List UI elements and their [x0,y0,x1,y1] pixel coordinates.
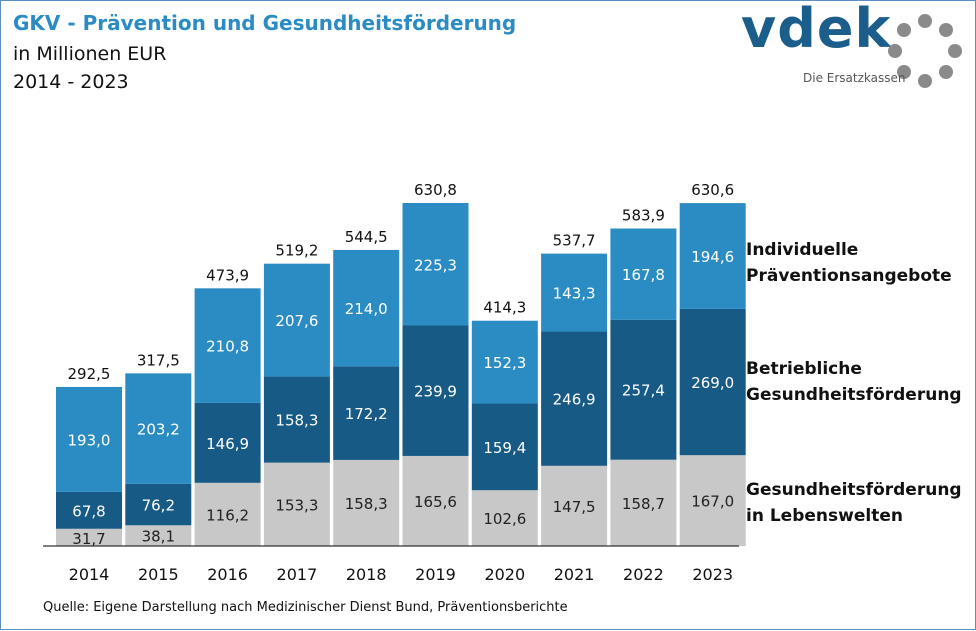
bar-segment-2 [679,203,746,309]
total-value-label: 583,9 [622,207,665,225]
bar-segment-1 [194,402,261,483]
bar-segment-2 [402,203,469,326]
segment-value-label: 147,5 [553,498,596,516]
legend-betriebliche: Betriebliche Gesundheitsförderung [746,359,962,405]
segment-value-label: 146,9 [206,435,249,453]
bar-segment-2 [471,320,538,404]
bar-segment-0 [541,465,608,546]
bar-segment-1 [402,325,469,456]
segment-value-label: 102,6 [483,510,526,528]
segment-value-label: 31,7 [72,530,105,548]
x-tick-label: 2019 [415,565,456,584]
bar-segment-0 [610,459,677,546]
bar-segment-2 [333,249,400,367]
segment-value-label: 194,6 [691,248,734,266]
chart-subtitle: in Millionen EUR [13,43,167,65]
total-value-label: 317,5 [137,351,180,369]
bar-segment-1 [541,331,608,466]
bar-segment-2 [541,253,608,332]
total-value-label: 414,3 [483,299,526,317]
segment-value-label: 116,2 [206,506,249,524]
x-tick-label: 2014 [69,565,110,584]
segment-value-label: 167,8 [622,266,665,284]
source-note: Quelle: Eigene Darstellung nach Medizini… [43,600,568,615]
segment-value-label: 38,1 [142,528,175,546]
segment-value-label: 246,9 [553,391,596,409]
bar-segment-0 [194,482,261,546]
x-tick-label: 2021 [554,565,595,584]
segment-value-label: 214,0 [345,300,388,318]
segment-value-label: 153,3 [275,496,318,514]
bar-segment-0 [402,455,469,546]
total-value-label: 519,2 [275,242,318,260]
bar-segment-2 [263,263,330,377]
bar-segment-0 [263,462,330,546]
bar-segment-1 [56,491,122,529]
segment-value-label: 207,6 [275,312,318,330]
x-tick-label: 2018 [346,565,387,584]
chart-period: 2014 - 2023 [13,71,129,93]
total-value-label: 473,9 [206,266,249,284]
segment-value-label: 76,2 [142,497,175,515]
bar-segment-2 [125,373,192,484]
vdek-logo: vdek Die Ersatzkassen [741,0,966,91]
bar-segment-1 [679,308,746,456]
x-tick-label: 2017 [277,565,318,584]
chart-title: GKV - Prävention und Gesundheitsförderun… [13,11,517,35]
total-value-label: 544,5 [345,228,388,246]
total-value-label: 630,6 [691,181,734,199]
bar-segment-0 [56,528,122,546]
total-value-label: 537,7 [553,232,596,250]
legend-individuelle: Individuelle Präventionsangebote [746,240,952,286]
segment-value-label: 143,3 [553,285,596,303]
segment-value-label: 159,4 [483,439,526,457]
bar-segment-1 [333,366,400,460]
x-tick-label: 2015 [138,565,179,584]
bar-segment-0 [679,455,746,546]
segment-value-label: 172,2 [345,405,388,423]
total-value-label: 292,5 [68,365,111,383]
bar-segment-2 [610,228,677,320]
segment-value-label: 210,8 [206,338,249,356]
segment-value-label: 158,3 [275,412,318,430]
logo-ring-icon [888,14,962,88]
logo-tagline: Die Ersatzkassen [803,71,906,85]
total-value-label: 630,8 [414,181,457,199]
segment-value-label: 193,0 [68,431,111,449]
legend-lebenswelten: Gesundheitsförderung in Lebenswelten [746,480,962,526]
segment-value-label: 67,8 [72,502,105,520]
segment-value-label: 165,6 [414,493,457,511]
logo-wordmark: vdek [741,0,892,60]
segment-value-label: 158,3 [345,495,388,513]
bar-segment-1 [125,483,192,526]
x-tick-label: 2016 [207,565,248,584]
bar-segment-1 [610,319,677,460]
segment-value-label: 152,3 [483,354,526,372]
segment-value-label: 158,7 [622,495,665,513]
segment-value-label: 203,2 [137,421,180,439]
bar-segment-1 [263,376,330,463]
segment-value-label: 239,9 [414,383,457,401]
bar-segment-2 [194,288,261,403]
segment-value-label: 167,0 [691,493,734,511]
segment-value-label: 225,3 [414,256,457,274]
bar-segment-2 [56,386,122,492]
x-tick-label: 2023 [692,565,733,584]
segment-value-label: 257,4 [622,382,665,400]
bar-segment-0 [471,490,538,546]
segment-value-label: 269,0 [691,374,734,392]
x-tick-label: 2022 [623,565,664,584]
bar-segment-1 [471,403,538,491]
bar-segment-0 [333,459,400,546]
x-tick-label: 2020 [484,565,525,584]
bar-segment-0 [125,525,192,546]
